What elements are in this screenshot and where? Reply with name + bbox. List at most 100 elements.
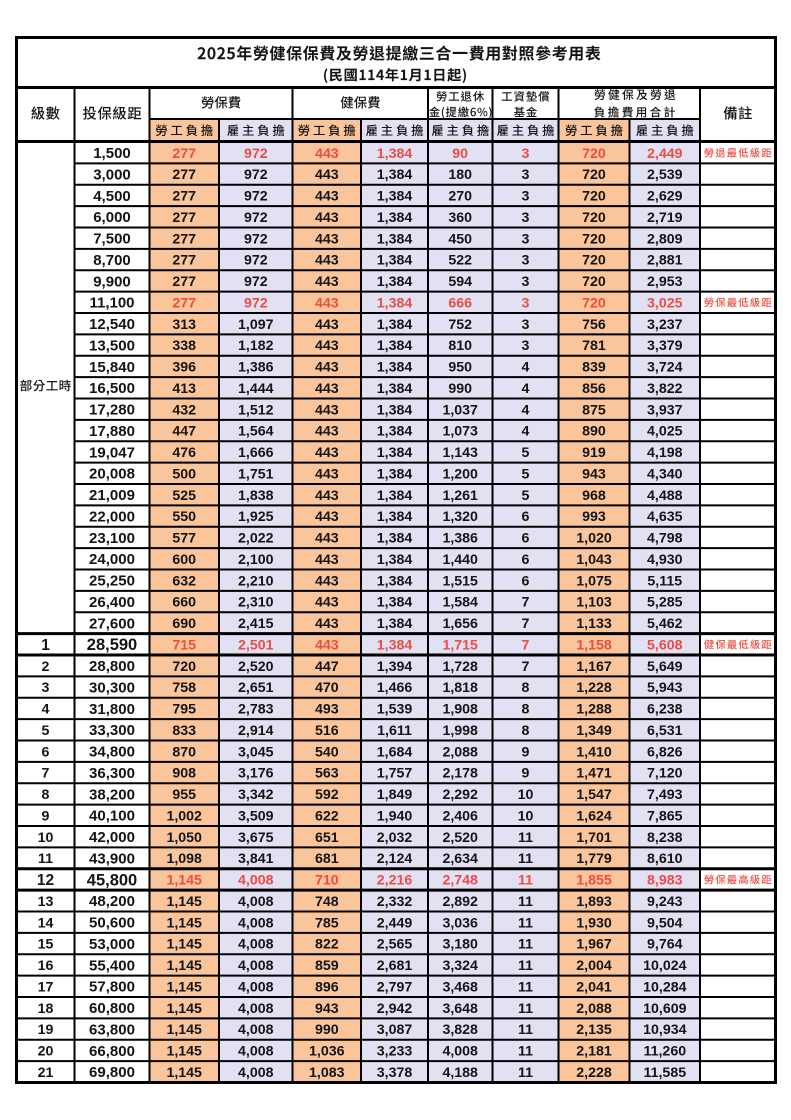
svg-text:7,500: 7,500 [93, 231, 131, 248]
svg-text:3,468: 3,468 [442, 979, 478, 995]
svg-text:5,462: 5,462 [647, 616, 683, 632]
svg-text:18: 18 [38, 1001, 54, 1017]
svg-text:30,300: 30,300 [89, 679, 135, 696]
svg-text:4,198: 4,198 [647, 445, 683, 461]
svg-text:896: 896 [315, 979, 339, 995]
svg-text:11: 11 [518, 958, 533, 974]
svg-text:443: 443 [315, 445, 339, 461]
svg-text:2,809: 2,809 [647, 231, 683, 247]
svg-text:4,025: 4,025 [647, 424, 683, 440]
svg-text:413: 413 [172, 381, 196, 397]
svg-text:8,238: 8,238 [647, 830, 683, 846]
svg-text:9: 9 [42, 808, 50, 824]
svg-text:6: 6 [522, 531, 530, 547]
svg-text:2,088: 2,088 [576, 1001, 612, 1017]
svg-text:33,300: 33,300 [89, 722, 135, 739]
svg-text:3,724: 3,724 [647, 360, 683, 376]
svg-text:1,384: 1,384 [377, 637, 413, 653]
svg-text:493: 493 [315, 702, 339, 718]
svg-text:666: 666 [448, 295, 472, 311]
svg-text:2,032: 2,032 [377, 830, 413, 846]
svg-text:6: 6 [522, 552, 530, 568]
svg-text:4,008: 4,008 [238, 1044, 274, 1060]
svg-text:1,320: 1,320 [442, 509, 478, 525]
svg-text:3,342: 3,342 [238, 787, 274, 803]
svg-text:1,349: 1,349 [576, 723, 612, 739]
svg-text:2,681: 2,681 [377, 958, 413, 974]
svg-text:2,748: 2,748 [442, 873, 478, 889]
svg-text:2: 2 [42, 659, 50, 675]
svg-text:11: 11 [518, 851, 533, 867]
svg-text:443: 443 [315, 552, 339, 568]
svg-text:8,610: 8,610 [647, 851, 683, 867]
svg-text:443: 443 [315, 231, 339, 247]
svg-text:28,590: 28,590 [87, 636, 137, 654]
svg-text:3: 3 [42, 680, 50, 696]
svg-text:277: 277 [172, 167, 196, 183]
svg-text:2,881: 2,881 [647, 253, 683, 269]
svg-text:1,666: 1,666 [238, 445, 274, 461]
svg-text:63,800: 63,800 [89, 1021, 135, 1038]
svg-text:7: 7 [42, 766, 50, 782]
svg-text:1,500: 1,500 [93, 145, 131, 162]
svg-text:10,934: 10,934 [643, 1022, 687, 1038]
svg-text:7: 7 [522, 595, 530, 611]
svg-text:2,181: 2,181 [576, 1044, 612, 1060]
svg-text:1,611: 1,611 [377, 723, 412, 739]
svg-text:810: 810 [448, 338, 472, 354]
svg-text:1,384: 1,384 [377, 167, 413, 183]
svg-text:11,260: 11,260 [643, 1044, 686, 1060]
svg-text:4,500: 4,500 [93, 188, 131, 205]
svg-text:1,384: 1,384 [377, 381, 413, 397]
svg-text:3,000: 3,000 [93, 166, 131, 183]
svg-text:1,133: 1,133 [576, 616, 612, 632]
svg-text:651: 651 [315, 830, 339, 846]
svg-text:396: 396 [172, 360, 196, 376]
svg-text:7,493: 7,493 [647, 787, 683, 803]
svg-text:2,004: 2,004 [576, 958, 612, 974]
svg-text:1,145: 1,145 [166, 1065, 202, 1081]
svg-text:720: 720 [582, 210, 606, 226]
svg-text:660: 660 [172, 595, 196, 611]
svg-text:600: 600 [172, 552, 196, 568]
svg-text:24,000: 24,000 [89, 551, 135, 568]
svg-text:3: 3 [522, 338, 530, 354]
svg-text:1,624: 1,624 [576, 808, 612, 824]
svg-text:11: 11 [518, 915, 533, 931]
svg-text:3,324: 3,324 [442, 958, 478, 974]
svg-text:1: 1 [41, 637, 50, 654]
svg-text:563: 563 [315, 766, 339, 782]
svg-text:2,406: 2,406 [442, 808, 478, 824]
svg-text:3,841: 3,841 [238, 851, 274, 867]
svg-text:1,384: 1,384 [377, 552, 413, 568]
svg-text:45,800: 45,800 [87, 871, 137, 889]
svg-text:2,719: 2,719 [647, 210, 683, 226]
svg-text:2,892: 2,892 [442, 894, 478, 910]
svg-text:3: 3 [522, 253, 530, 269]
svg-text:4,008: 4,008 [442, 1044, 478, 1060]
svg-text:2,041: 2,041 [576, 979, 612, 995]
svg-text:2,520: 2,520 [442, 830, 478, 846]
svg-text:57,800: 57,800 [89, 979, 135, 996]
svg-text:277: 277 [172, 210, 196, 226]
svg-text:5: 5 [42, 723, 50, 739]
svg-text:1,701: 1,701 [576, 830, 612, 846]
svg-text:1,384: 1,384 [377, 402, 413, 418]
svg-text:3,180: 3,180 [442, 937, 478, 953]
svg-text:1,103: 1,103 [576, 595, 612, 611]
svg-text:277: 277 [172, 295, 196, 311]
svg-text:9: 9 [522, 766, 530, 782]
svg-text:1,384: 1,384 [377, 210, 413, 226]
svg-text:1,998: 1,998 [442, 723, 478, 739]
svg-text:516: 516 [315, 723, 339, 739]
svg-text:1,471: 1,471 [576, 766, 612, 782]
svg-text:2,022: 2,022 [238, 531, 274, 547]
svg-text:715: 715 [172, 637, 196, 653]
svg-text:2,942: 2,942 [377, 1001, 413, 1017]
svg-text:4,798: 4,798 [647, 531, 683, 547]
svg-text:943: 943 [582, 466, 606, 482]
svg-text:9,504: 9,504 [647, 915, 683, 931]
svg-text:90: 90 [452, 146, 468, 162]
svg-text:8,700: 8,700 [93, 252, 131, 269]
svg-text:908: 908 [172, 766, 196, 782]
